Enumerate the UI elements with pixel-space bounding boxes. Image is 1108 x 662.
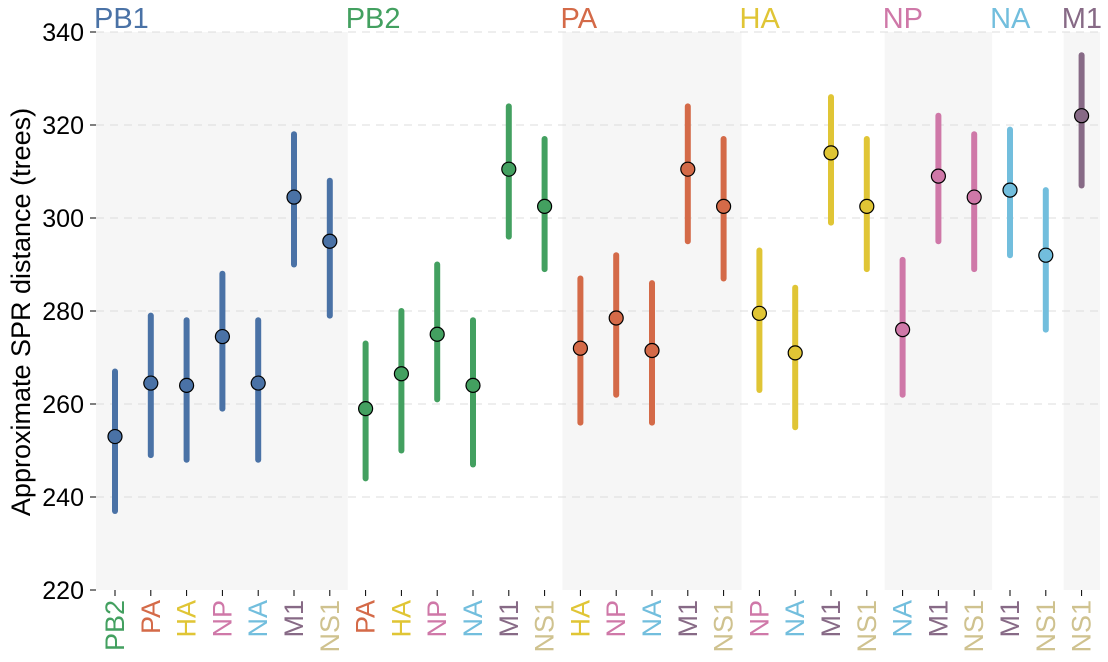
group-background-bands (96, 32, 1100, 590)
x-tick-label-ns1: NS1 (709, 600, 739, 653)
point-pb1-pb2 (107, 428, 123, 445)
y-tick-label-260: 260 (42, 391, 84, 419)
x-tick-label-np: NP (422, 600, 452, 638)
group-label-pb2: PB2 (346, 3, 401, 35)
x-tick-label-na: NA (458, 600, 488, 638)
x-tick-label-ns1: NS1 (315, 600, 345, 653)
point-pb1-m1 (286, 189, 302, 205)
x-tick-label-m1: M1 (673, 600, 703, 638)
y-tick-label-320: 320 (42, 112, 84, 140)
point-pb2-m1 (501, 161, 517, 177)
group-label-pa: PA (561, 3, 598, 35)
x-tick-label-ns1: NS1 (1031, 600, 1061, 653)
point-np-ns1 (966, 189, 982, 205)
x-tick-label-m1: M1 (923, 600, 953, 638)
point-na-m1 (1002, 182, 1018, 198)
point-pb1-np (214, 328, 230, 345)
point-pa-na (644, 342, 660, 359)
point-pa-ns1 (715, 198, 732, 214)
point-ha-ns1 (859, 198, 875, 214)
x-axis: PB2 PA HA NP NA M1 NS1 PA HA NP NA M1 NS1 HA NP NA M1 NS1… (100, 590, 1097, 653)
point-pa-ha (572, 340, 589, 356)
x-tick-label-np: NP (744, 600, 774, 638)
point-pb2-ns1 (536, 198, 553, 214)
x-tick-label-np: NP (601, 600, 631, 638)
x-tick-label-np: NP (207, 600, 237, 638)
x-tick-label-pa: PA (136, 600, 166, 634)
point-pb1-na (250, 375, 266, 391)
x-tick-label-ns1: NS1 (1067, 600, 1097, 653)
group-label-ha: HA (740, 3, 781, 35)
data-marks (107, 52, 1090, 514)
point-np-na (894, 322, 911, 338)
point-pa-m1 (680, 161, 696, 177)
x-tick-label-m1: M1 (494, 600, 524, 638)
x-tick-label-ns1: NS1 (959, 600, 989, 653)
point-pb2-pa (358, 401, 374, 417)
point-pb2-np (429, 326, 445, 342)
y-axis: 220 240 260 280 300 320 340 (42, 19, 96, 605)
x-tick-label-na: NA (780, 600, 810, 638)
point-ha-np (751, 305, 768, 321)
point-ha-na (787, 345, 803, 361)
x-tick-label-na: NA (243, 600, 273, 638)
point-pb1-ha (179, 377, 195, 393)
point-na-ns1 (1038, 247, 1054, 263)
point-pb2-ha (393, 366, 409, 382)
y-axis-label: Approximate SPR distance (trees) (6, 108, 36, 516)
x-tick-label-ha: HA (565, 600, 595, 638)
x-tick-label-m1: M1 (279, 600, 309, 638)
group-label-na: NA (990, 3, 1031, 35)
point-pb1-pa (143, 375, 159, 391)
y-tick-label-220: 220 (42, 577, 84, 605)
group-label-np: NP (883, 3, 923, 35)
y-tick-label-340: 340 (42, 19, 84, 47)
y-tick-label-300: 300 (42, 205, 84, 233)
point-pb2-na (465, 377, 481, 393)
x-tick-label-pb2: PB2 (100, 600, 130, 651)
x-tick-label-ns1: NS1 (852, 600, 882, 653)
x-tick-label-na: NA (637, 600, 667, 638)
group-labels: PB1 PB2 PA HA NP NA M1 (94, 3, 1102, 35)
group-label-m1: M1 (1062, 3, 1102, 35)
point-pa-np (608, 310, 624, 326)
x-tick-label-ha: HA (386, 600, 416, 638)
x-tick-label-ha: HA (172, 600, 202, 638)
group-label-pb1: PB1 (94, 3, 149, 35)
point-pb1-ns1 (322, 233, 338, 249)
x-tick-label-m1: M1 (816, 600, 846, 638)
x-tick-label-na: NA (888, 600, 918, 638)
x-tick-label-pa: PA (351, 600, 381, 634)
y-tick-label-240: 240 (42, 484, 84, 512)
point-ha-m1 (823, 145, 839, 161)
point-np-m1 (930, 168, 947, 184)
point-m1-ns1 (1073, 108, 1090, 124)
x-tick-label-ns1: NS1 (530, 600, 560, 653)
y-tick-label-280: 280 (42, 298, 84, 326)
x-tick-label-m1: M1 (995, 600, 1025, 638)
